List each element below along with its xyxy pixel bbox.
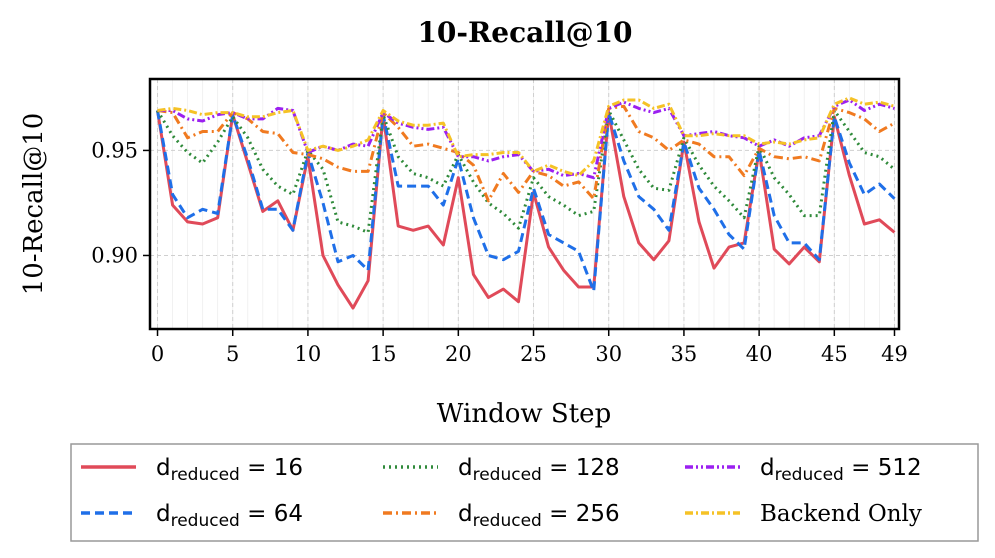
x-tick-label: 49 — [881, 342, 908, 366]
x-tick-label: 0 — [151, 342, 164, 366]
x-tick-label: 25 — [520, 342, 547, 366]
series-line-2 — [156, 109, 896, 234]
series-line-3 — [157, 104, 896, 203]
legend-label-base: d — [156, 455, 171, 481]
legend-label-value: = 512 — [844, 455, 922, 481]
x-tick-label: 10 — [295, 342, 322, 366]
x-tick-label: 5 — [226, 342, 239, 366]
series-line-0 — [156, 110, 896, 310]
legend-label-value: = 64 — [240, 501, 303, 527]
axis-ticks: 0 5 10 15 20 25 30 35 40 45 49 0.90 0.95 — [91, 138, 908, 366]
legend-label-5: Backend Only — [760, 501, 922, 527]
legend-label-subscript: reduced — [775, 465, 844, 485]
legend-label-subscript: reduced — [171, 511, 240, 531]
x-tick-label: 35 — [671, 342, 698, 366]
legend-label-base: d — [458, 455, 473, 481]
y-tick-label: 0.95 — [91, 138, 138, 162]
x-tick-label: 20 — [445, 342, 472, 366]
legend-label-1: dreduced = 64 — [156, 501, 303, 531]
legend-label-subscript: reduced — [171, 465, 240, 485]
x-tick-label: 15 — [370, 342, 397, 366]
chart-title: 10-Recall@10 — [417, 16, 632, 49]
legend-label-value: = 256 — [542, 501, 620, 527]
series-line-5 — [157, 96, 895, 178]
legend-label-subscript: reduced — [473, 511, 542, 531]
legend-label-base: d — [760, 455, 775, 481]
y-axis-label: 10-Recall@10 — [19, 113, 49, 296]
legend-box — [70, 443, 979, 542]
legend-label-base: d — [458, 501, 473, 527]
x-axis-label: Window Step — [437, 399, 611, 429]
series-line-1 — [156, 110, 896, 293]
legend-label-value: = 128 — [542, 455, 620, 481]
legend-label-base: d — [156, 501, 171, 527]
legend-label-subscript: reduced — [473, 465, 542, 485]
legend-label-base: Backend Only — [760, 501, 922, 527]
x-tick-label: 45 — [821, 342, 848, 366]
legend-label-value: = 16 — [240, 455, 303, 481]
x-tick-label: 40 — [746, 342, 773, 366]
legend-label-4: dreduced = 512 — [760, 455, 922, 485]
y-tick-label: 0.90 — [91, 243, 138, 267]
plot-frame — [148, 77, 901, 331]
legend-label-3: dreduced = 256 — [458, 501, 620, 531]
x-tick-label: 30 — [595, 342, 622, 366]
legend-label-2: dreduced = 128 — [458, 455, 620, 485]
series-line-4 — [157, 98, 895, 180]
series-layer — [156, 96, 896, 310]
legend-label-0: dreduced = 16 — [156, 455, 303, 485]
